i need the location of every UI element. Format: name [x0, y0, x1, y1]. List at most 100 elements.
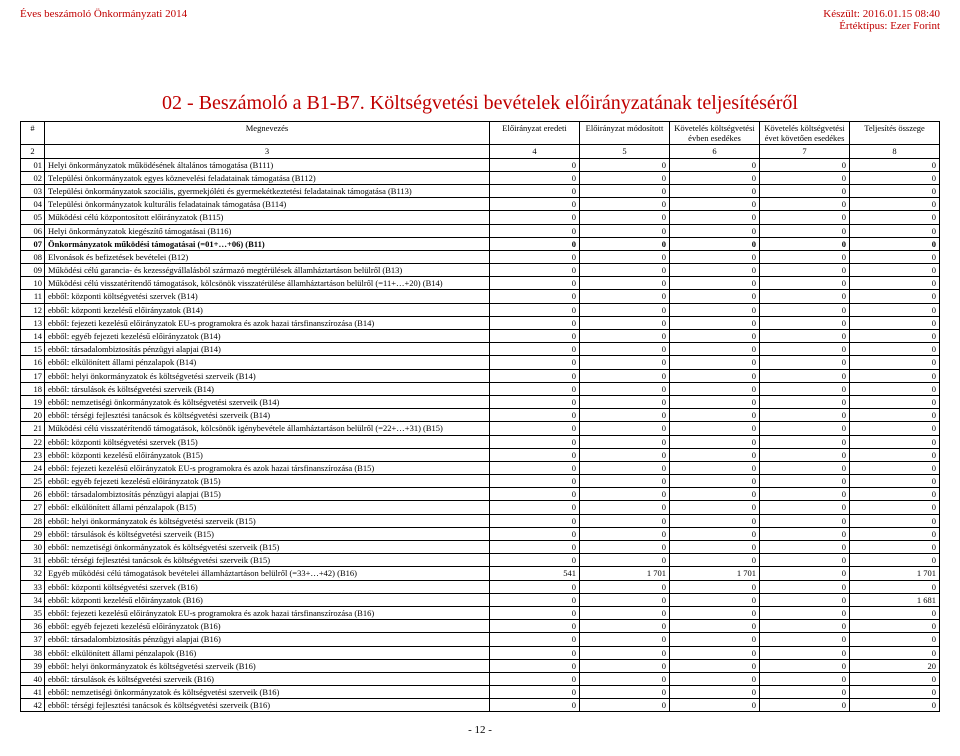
- row-value: 0: [490, 211, 580, 224]
- row-value: 0: [580, 501, 670, 514]
- colnum-3: 5: [580, 145, 670, 158]
- row-value: 0: [580, 461, 670, 474]
- row-value: 0: [850, 580, 940, 593]
- table-row: 18ebből: társulások és költségvetési sze…: [21, 382, 940, 395]
- row-number: 06: [21, 224, 45, 237]
- row-value: 0: [760, 211, 850, 224]
- table-row: 07Önkormányzatok működési támogatásai (=…: [21, 237, 940, 250]
- col-header-num: #: [21, 122, 45, 145]
- row-number: 38: [21, 646, 45, 659]
- row-number: 31: [21, 554, 45, 567]
- row-value: 0: [670, 343, 760, 356]
- row-value: 0: [670, 330, 760, 343]
- row-name: ebből: társadalombiztosítás pénzügyi ala…: [45, 343, 490, 356]
- row-value: 0: [490, 699, 580, 712]
- header-row: # Megnevezés Előirányzat eredeti Előirán…: [21, 122, 940, 145]
- row-value: 0: [850, 475, 940, 488]
- row-value: 1 701: [850, 567, 940, 580]
- row-name: ebből: központi kezelésű előirányzatok (…: [45, 303, 490, 316]
- row-value: 0: [670, 527, 760, 540]
- row-value: 0: [670, 541, 760, 554]
- row-value: 0: [760, 409, 850, 422]
- row-value: 0: [670, 672, 760, 685]
- row-value: 0: [580, 330, 670, 343]
- table-row: 03Települési önkormányzatok szociális, g…: [21, 184, 940, 197]
- row-name: ebből: térségi fejlesztési tanácsok és k…: [45, 554, 490, 567]
- table-row: 40ebből: társulások és költségvetési sze…: [21, 672, 940, 685]
- header-currency: Értéktípus: Ezer Forint: [823, 20, 940, 32]
- row-name: ebből: társulások és költségvetési szerv…: [45, 382, 490, 395]
- table-head: # Megnevezés Előirányzat eredeti Előirán…: [21, 122, 940, 159]
- row-name: Helyi önkormányzatok működésének általán…: [45, 158, 490, 171]
- table-row: 20ebből: térségi fejlesztési tanácsok és…: [21, 409, 940, 422]
- row-value: 0: [670, 686, 760, 699]
- row-value: 0: [580, 382, 670, 395]
- row-value: 0: [850, 554, 940, 567]
- row-value: 0: [760, 422, 850, 435]
- row-value: 0: [670, 554, 760, 567]
- row-value: 0: [670, 699, 760, 712]
- row-value: 0: [670, 158, 760, 171]
- row-value: 0: [760, 554, 850, 567]
- row-value: 1 701: [580, 567, 670, 580]
- row-value: 0: [580, 158, 670, 171]
- row-value: 0: [850, 316, 940, 329]
- row-number: 29: [21, 527, 45, 540]
- row-name: ebből: központi kezelésű előirányzatok (…: [45, 593, 490, 606]
- row-value: 0: [760, 330, 850, 343]
- colnum-2: 4: [490, 145, 580, 158]
- row-value: 0: [850, 672, 940, 685]
- row-name: ebből: központi költségvetési szervek (B…: [45, 580, 490, 593]
- row-number: 03: [21, 184, 45, 197]
- row-value: 0: [580, 488, 670, 501]
- row-value: 0: [760, 488, 850, 501]
- row-value: 0: [490, 409, 580, 422]
- row-name: ebből: társulások és költségvetési szerv…: [45, 527, 490, 540]
- row-number: 27: [21, 501, 45, 514]
- table-row: 16ebből: elkülönített állami pénzalapok …: [21, 356, 940, 369]
- row-number: 18: [21, 382, 45, 395]
- row-value: 0: [850, 356, 940, 369]
- row-value: 0: [760, 567, 850, 580]
- row-number: 05: [21, 211, 45, 224]
- row-value: 0: [850, 198, 940, 211]
- row-value: 0: [760, 198, 850, 211]
- row-value: 0: [490, 303, 580, 316]
- row-name: Működési célú központosított előirányzat…: [45, 211, 490, 224]
- row-value: 0: [670, 171, 760, 184]
- row-value: 0: [670, 184, 760, 197]
- row-value: 0: [580, 224, 670, 237]
- row-value: 0: [580, 211, 670, 224]
- row-value: 0: [490, 184, 580, 197]
- row-value: 0: [760, 316, 850, 329]
- row-name: ebből: nemzetiségi önkormányzatok és köl…: [45, 541, 490, 554]
- table-row: 22ebből: központi költségvetési szervek …: [21, 435, 940, 448]
- table-row: 29ebből: társulások és költségvetési sze…: [21, 527, 940, 540]
- row-value: 0: [670, 356, 760, 369]
- row-number: 32: [21, 567, 45, 580]
- row-value: 0: [760, 184, 850, 197]
- row-value: 0: [760, 343, 850, 356]
- row-name: ebből: társadalombiztosítás pénzügyi ala…: [45, 488, 490, 501]
- row-value: 0: [580, 290, 670, 303]
- table-row: 12ebből: központi kezelésű előirányzatok…: [21, 303, 940, 316]
- row-name: ebből: egyéb fejezeti kezelésű előirányz…: [45, 620, 490, 633]
- table-row: 10Működési célú visszatérítendő támogatá…: [21, 277, 940, 290]
- row-name: ebből: fejezeti kezelésű előirányzatok E…: [45, 461, 490, 474]
- row-name: ebből: egyéb fejezeti kezelésű előirányz…: [45, 475, 490, 488]
- row-value: 0: [580, 554, 670, 567]
- row-value: 0: [850, 527, 940, 540]
- row-value: 0: [850, 171, 940, 184]
- row-value: 0: [850, 501, 940, 514]
- row-value: 0: [850, 646, 940, 659]
- row-value: 0: [850, 330, 940, 343]
- row-value: 0: [490, 422, 580, 435]
- row-value: 0: [490, 343, 580, 356]
- row-value: 0: [490, 501, 580, 514]
- row-value: 0: [490, 672, 580, 685]
- table-row: 21Működési célú visszatérítendő támogatá…: [21, 422, 940, 435]
- row-value: 0: [670, 514, 760, 527]
- row-value: 0: [490, 686, 580, 699]
- row-name: ebből: elkülönített állami pénzalapok (B…: [45, 356, 490, 369]
- row-value: 0: [760, 171, 850, 184]
